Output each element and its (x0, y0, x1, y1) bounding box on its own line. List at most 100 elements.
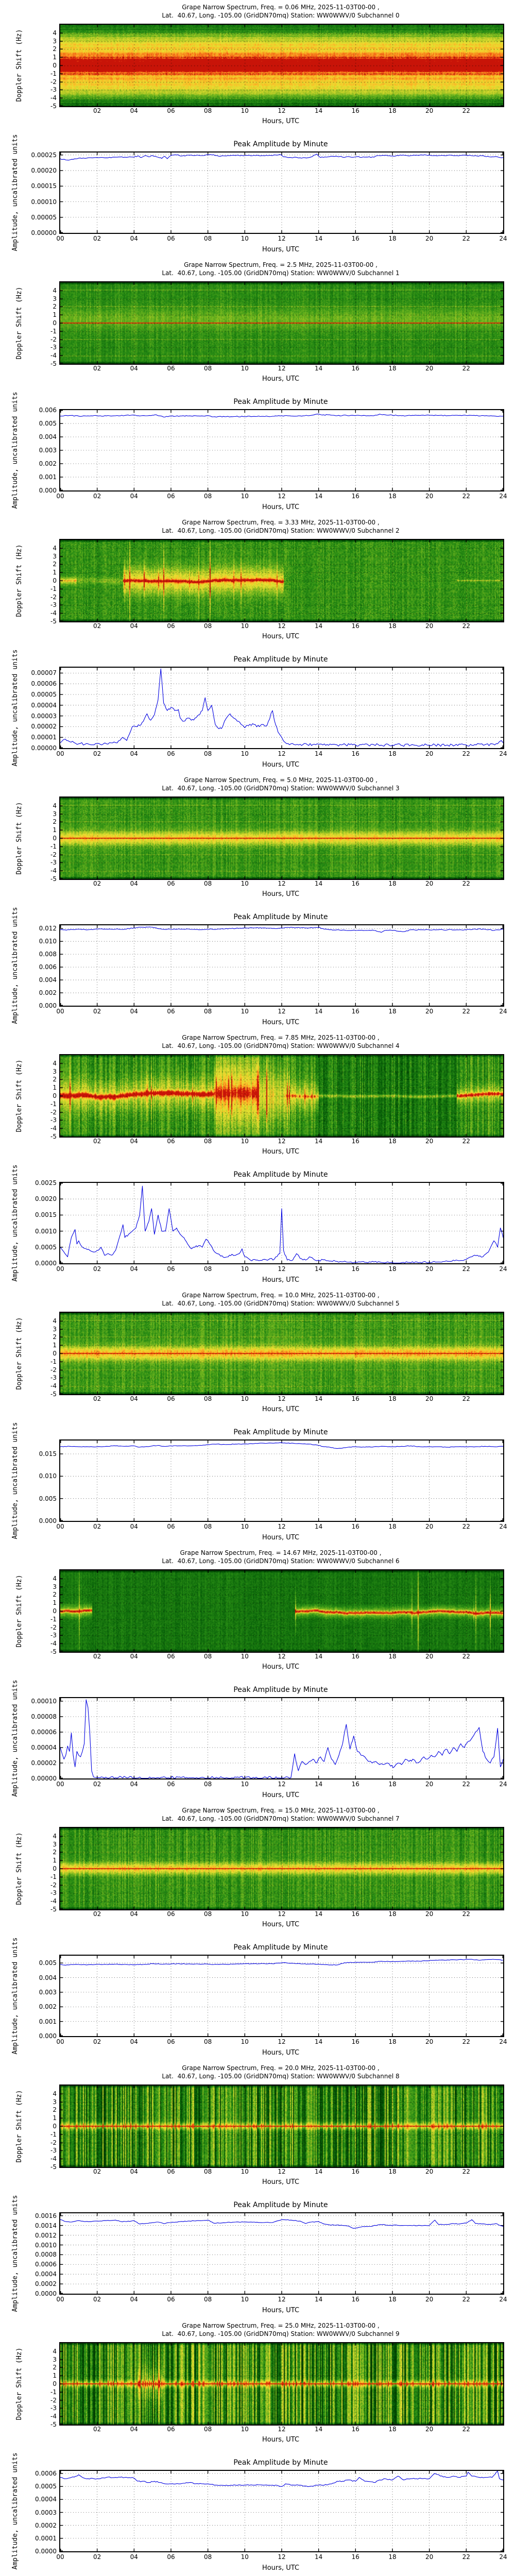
x-tick-label: 06 (167, 1910, 175, 1918)
x-tick-label: 18 (388, 2426, 397, 2433)
y-tick-label: -1 (50, 1100, 57, 1108)
amplitude-line-chart (60, 1440, 503, 1521)
spectrogram-x-axis-label: Hours, UTC (262, 2436, 300, 2444)
spectrogram-title-line2: Lat. 40.67, Long. -105.00 (GridDN70mq) S… (162, 785, 400, 792)
x-tick-label: 22 (462, 880, 470, 887)
x-tick-label: 24 (499, 235, 507, 242)
amplitude-plot (59, 1182, 504, 1264)
spectrogram-x-axis-label: Hours, UTC (262, 1148, 300, 1156)
x-tick-label: 12 (278, 1138, 286, 1145)
x-tick-label: 08 (204, 1781, 212, 1788)
y-tick-label: 0 (53, 1350, 57, 1357)
x-tick-label: 02 (93, 365, 101, 372)
subchannel-1-section: Grape Narrow Spectrum, Freq. = 2.5 MHz, … (0, 258, 515, 515)
x-tick-label: 04 (130, 107, 138, 114)
y-tick-label: 0.0008 (35, 2251, 57, 2259)
x-tick-label: 18 (388, 493, 397, 500)
y-tick-label: 0.0012 (35, 2231, 57, 2239)
x-tick-label: 10 (241, 107, 249, 114)
y-tick-label: 0.0000 (35, 2290, 57, 2297)
y-tick-label: 4 (53, 1832, 57, 1840)
x-tick-label: 18 (388, 1910, 397, 1918)
spectrogram-x-axis-label: Hours, UTC (262, 890, 300, 898)
x-tick-label: 02 (93, 1265, 101, 1273)
x-tick-label: 08 (204, 2296, 212, 2303)
amplitude-title: Peak Amplitude by Minute (233, 2201, 328, 2209)
x-tick-label: 24 (499, 1523, 507, 1530)
x-tick-label: 20 (425, 2038, 434, 2045)
spectrogram-title-line2: Lat. 40.67, Long. -105.00 (GridDN70mq) S… (162, 1300, 400, 1307)
spectrogram-x-axis-label: Hours, UTC (262, 1663, 300, 1671)
y-tick-label: -4 (50, 867, 57, 875)
x-tick-label: 24 (499, 1265, 507, 1273)
y-tick-label: -3 (50, 859, 57, 867)
x-tick-label: 06 (167, 1008, 175, 1015)
x-tick-label: 20 (425, 1265, 434, 1273)
x-tick-label: 00 (56, 2296, 64, 2303)
y-tick-label: 0.00010 (31, 198, 57, 206)
x-tick-label: 20 (425, 493, 434, 500)
x-tick-label: 12 (278, 107, 286, 114)
x-tick-label: 16 (351, 1395, 359, 1402)
y-tick-label: 0.0020 (35, 1195, 57, 1203)
y-tick-label: 0.004 (39, 433, 57, 440)
y-tick-label: -4 (50, 2155, 57, 2163)
x-tick-label: 02 (93, 1138, 101, 1145)
y-tick-label: 0.0010 (35, 2241, 57, 2249)
y-tick-label: -1 (50, 585, 57, 592)
y-tick-label: 2 (53, 561, 57, 568)
y-tick-label: 3 (53, 552, 57, 560)
x-tick-label: 14 (315, 2038, 323, 2045)
spectrogram-canvas (60, 1313, 503, 1394)
x-tick-label: 16 (351, 107, 359, 114)
y-tick-label: 4 (53, 29, 57, 37)
y-tick-label: -5 (50, 875, 57, 883)
y-tick-label: 0.00006 (31, 1728, 57, 1736)
x-tick-label: 04 (130, 1138, 138, 1145)
y-tick-label: -5 (50, 2163, 57, 2171)
x-tick-label: 10 (241, 1138, 249, 1145)
y-tick-label: 3 (53, 1583, 57, 1590)
spectrogram-title-line1: Grape Narrow Spectrum, Freq. = 14.67 MHz… (180, 1549, 382, 1556)
amplitude-plot (59, 151, 504, 234)
x-tick-label: 08 (204, 1008, 212, 1015)
amplitude-title: Peak Amplitude by Minute (233, 913, 328, 921)
spectrogram-plot (59, 24, 504, 107)
amplitude-plot (59, 1955, 504, 2037)
spectrogram-plot (59, 281, 504, 365)
amplitude-line-chart (60, 925, 503, 1006)
y-tick-label: -2 (50, 2139, 57, 2146)
y-tick-label: 1 (53, 1857, 57, 1865)
y-tick-label: -1 (50, 1615, 57, 1623)
y-tick-label: 1 (53, 1084, 57, 1092)
y-tick-label: 0.0004 (35, 2270, 57, 2278)
amplitude-x-axis-label: Hours, UTC (262, 503, 300, 511)
x-tick-label: 20 (425, 1523, 434, 1530)
x-tick-label: 16 (351, 1781, 359, 1788)
amplitude-line-chart (60, 1183, 503, 1263)
amplitude-plot (59, 1697, 504, 1780)
spectrogram-plot (59, 1569, 504, 1653)
x-tick-label: 12 (278, 2553, 286, 2561)
x-tick-label: 10 (241, 2296, 249, 2303)
x-tick-label: 06 (167, 1781, 175, 1788)
amplitude-plot (59, 1439, 504, 1522)
x-tick-label: 12 (278, 1781, 286, 1788)
y-tick-label: 3 (53, 2355, 57, 2363)
y-tick-label: 0.005 (39, 1959, 57, 1967)
x-tick-label: 22 (462, 2553, 470, 2561)
y-tick-label: 1 (53, 569, 57, 577)
x-tick-label: 12 (278, 750, 286, 757)
spectrogram-title-line2: Lat. 40.67, Long. -105.00 (GridDN70mq) S… (162, 12, 400, 19)
subchannel-9-section: Grape Narrow Spectrum, Freq. = 25.0 MHz,… (0, 2318, 515, 2576)
y-tick-label: 0.005 (39, 420, 57, 427)
x-tick-label: 00 (56, 235, 64, 242)
y-tick-label: 0.008 (39, 951, 57, 958)
y-tick-label: 4 (53, 2347, 57, 2355)
x-tick-label: 14 (315, 365, 323, 372)
x-tick-label: 08 (204, 235, 212, 242)
x-tick-label: 04 (130, 1781, 138, 1788)
y-tick-label: -3 (50, 344, 57, 351)
x-tick-label: 22 (462, 750, 470, 757)
y-tick-label: 0.0010 (35, 1227, 57, 1235)
